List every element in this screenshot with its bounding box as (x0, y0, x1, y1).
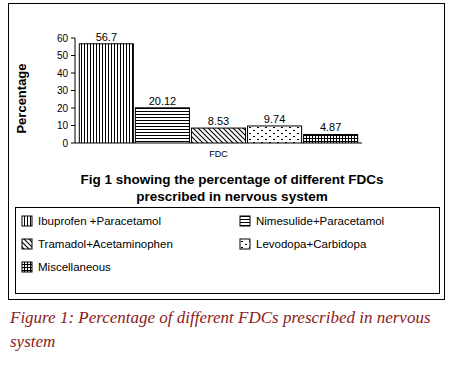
y-tick (71, 73, 75, 74)
bar (79, 44, 133, 143)
data-label: 56.7 (96, 31, 117, 43)
y-tick (71, 143, 75, 144)
legend-label: Tramadol+Acetaminophen (38, 238, 173, 250)
chart-svg: 0 10 20 30 40 50 60 56.7 20.12 8.53 9.74 4.87 FDC Per… (0, 0, 453, 368)
y-tick (71, 90, 75, 91)
legend-swatch (22, 239, 32, 249)
legend-label: Levodopa+Carbidopa (256, 238, 367, 250)
y-tick (71, 108, 75, 109)
legend-label: Miscellaneous (38, 261, 111, 273)
y-tick-label: 20 (57, 103, 69, 114)
text-line: Figure 1: Percentage of different FDCs p… (9, 308, 431, 327)
data-label: 9.74 (264, 113, 285, 125)
bar (304, 134, 358, 143)
x-tick-label: FDC (209, 149, 228, 159)
data-label: 20.12 (149, 95, 177, 107)
bar (248, 126, 302, 143)
y-tick (71, 125, 75, 126)
chart-frame (9, 4, 445, 300)
data-labels: 56.7 20.12 8.53 9.74 4.87 (96, 31, 342, 134)
y-tick-label: 30 (57, 85, 69, 96)
data-label: 4.87 (320, 121, 341, 133)
y-tick-label: 40 (57, 68, 69, 79)
legend-swatch (22, 216, 32, 226)
legend-label: Ibuprofen +Paracetamol (38, 215, 161, 227)
data-label: 8.53 (208, 115, 229, 127)
text-line: system (10, 332, 55, 351)
y-tick-label: 60 (57, 33, 69, 44)
y-tick-label: 10 (57, 120, 69, 131)
y-tick (71, 55, 75, 56)
legend-swatch (240, 239, 250, 249)
y-tick (71, 38, 75, 39)
legend-box (16, 208, 440, 294)
bars (79, 44, 357, 143)
bar (135, 108, 189, 143)
chart-root: 0 10 20 30 40 50 60 56.7 20.12 8.53 9.74 4.87 FDC Per… (0, 0, 453, 368)
y-axis-label: Percentage (14, 63, 29, 133)
chart-title: Fig 1 showing the percentage of differen… (80, 172, 383, 204)
legend-swatch (22, 262, 32, 272)
legend-swatch (240, 216, 250, 226)
y-tick-label: 50 (57, 50, 69, 61)
y-tick-label: 0 (62, 138, 68, 149)
page: {"chart_data": {"type": "bar", "title": … (0, 0, 453, 368)
legend-label: Nimesulide+Paracetamol (256, 215, 384, 227)
figure-caption: Figure 1: Percentage of different FDCs p… (9, 308, 431, 351)
text-line: Fig 1 showing the percentage of differen… (80, 172, 383, 187)
bar (191, 128, 245, 143)
text-line: prescribed in nervous system (136, 189, 327, 204)
